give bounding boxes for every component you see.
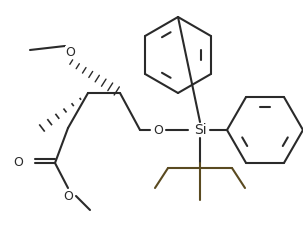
Text: O: O [153,124,163,137]
Text: O: O [65,46,75,59]
Text: O: O [13,157,23,169]
Text: O: O [63,189,73,203]
Text: Si: Si [194,123,206,137]
